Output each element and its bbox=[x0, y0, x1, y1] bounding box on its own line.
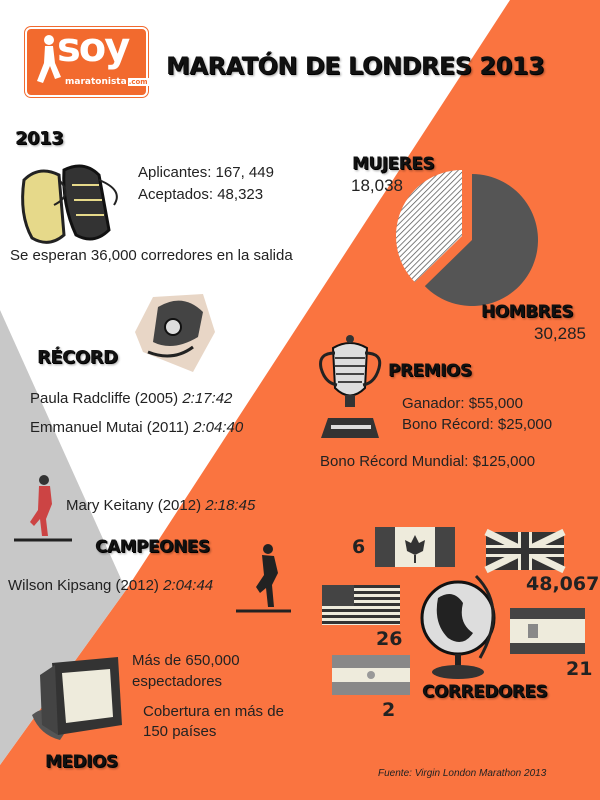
source-note: Fuente: Virgin London Marathon 2013 bbox=[378, 768, 547, 779]
runners-heading: CORREDORES bbox=[422, 682, 548, 702]
globe-icon bbox=[420, 574, 496, 679]
spain-flag bbox=[510, 608, 585, 654]
women-value: 18,038 bbox=[351, 176, 403, 195]
sneakers-icon bbox=[21, 164, 118, 244]
prizes-heading: PREMIOS bbox=[388, 361, 472, 381]
logo: soy maratonista .com bbox=[25, 25, 149, 97]
record-bonus: Bono Récord: $25,000 bbox=[402, 416, 553, 433]
media-heading: MEDIOS bbox=[45, 752, 118, 772]
argentina-count: 2 bbox=[382, 699, 396, 721]
coverage-text-line1: Cobertura en más de bbox=[143, 703, 284, 720]
winner-prize: Ganador: $55,000 bbox=[402, 395, 523, 412]
spain-count: 21 bbox=[566, 658, 593, 680]
pie-slice-women bbox=[396, 170, 462, 283]
coverage-text-line2: 150 países bbox=[143, 723, 217, 740]
record-row: Paula Radcliffe (2005) 2:17:42 bbox=[30, 390, 233, 407]
spectators-text-line2: espectadores bbox=[132, 673, 223, 690]
wristwatch-hand-icon bbox=[135, 294, 215, 372]
record-row: Emmanuel Mutai (2011) 2:04:40 bbox=[30, 419, 244, 436]
year-heading: 2013 bbox=[15, 128, 64, 149]
female-runner-icon bbox=[14, 475, 72, 542]
expected-runners-text: Se esperan 36,000 corredores en la salid… bbox=[10, 247, 293, 264]
usa-flag bbox=[322, 585, 400, 625]
canada-count: 6 bbox=[352, 536, 366, 558]
uk-count: 48,067 bbox=[526, 573, 600, 595]
grey-triangle bbox=[0, 310, 126, 765]
male-runner-icon bbox=[236, 544, 291, 613]
applicants-text: Aplicantes: 167, 449 bbox=[138, 164, 274, 181]
uk-flag bbox=[484, 528, 566, 574]
record-heading: RÉCORD bbox=[37, 347, 118, 368]
page-title: MARATÓN DE LONDRES 2013 bbox=[166, 52, 545, 80]
men-label: HOMBRES bbox=[481, 302, 574, 322]
television-icon bbox=[32, 657, 122, 740]
champion-women: Mary Keitany (2012) 2:18:45 bbox=[66, 497, 256, 514]
logo-subtext: maratonista .com bbox=[65, 77, 149, 87]
canada-flag bbox=[375, 527, 455, 567]
trophy-icon bbox=[319, 335, 382, 438]
men-value: 30,285 bbox=[534, 324, 586, 343]
argentina-flag bbox=[332, 655, 410, 695]
world-record-bonus: Bono Récord Mundial: $125,000 bbox=[320, 453, 536, 470]
accepted-text: Aceptados: 48,323 bbox=[138, 186, 264, 203]
women-label: MUJERES bbox=[352, 154, 435, 174]
champions-heading: CAMPEONES bbox=[95, 537, 210, 557]
pie-slice-men bbox=[424, 174, 539, 307]
runner-logo-icon bbox=[37, 35, 61, 83]
spectators-text-line1: Más de 650,000 bbox=[132, 652, 240, 669]
champion-men: Wilson Kipsang (2012) 2:04:44 bbox=[8, 577, 214, 594]
logo-text: soy bbox=[57, 25, 130, 71]
usa-count: 26 bbox=[376, 628, 403, 650]
